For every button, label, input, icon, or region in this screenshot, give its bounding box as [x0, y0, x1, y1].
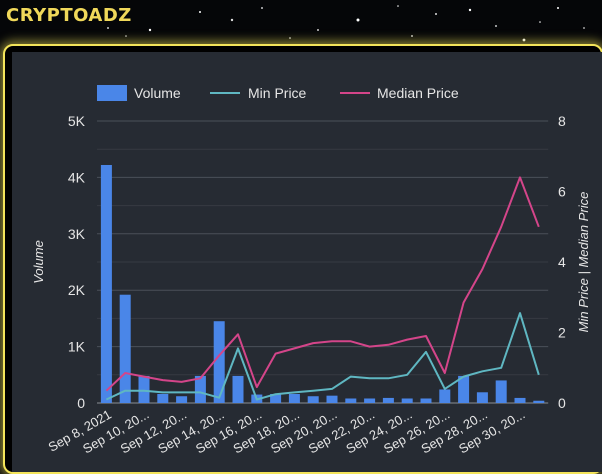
bar-volume: [533, 400, 545, 403]
bar-volume: [401, 398, 413, 403]
y-left-tick-label: 2K: [68, 282, 86, 298]
y-left-tick-label: 5K: [68, 113, 86, 129]
bar-volume: [326, 395, 338, 403]
line-min-price: [105, 312, 540, 401]
bar-volume: [100, 164, 112, 403]
y-left-tick-label: 0: [77, 395, 85, 411]
bar-volume: [288, 393, 300, 403]
y-left-tick-label: 4K: [68, 169, 86, 185]
bar-volume: [157, 393, 169, 403]
bar-volume: [439, 389, 451, 403]
bar-volume: [213, 321, 225, 403]
bar-volume: [138, 375, 150, 403]
bar-volume: [270, 393, 282, 403]
bar-volume: [420, 398, 432, 403]
legend-label-volume: Volume: [134, 85, 181, 101]
bar-volume: [458, 375, 470, 403]
y-left-axis-label: Volume: [31, 240, 46, 284]
y-left-tick-label: 1K: [68, 339, 86, 355]
y-right-axis-label: Min Price | Median Price: [576, 192, 591, 333]
legend-label-min-price: Min Price: [248, 85, 307, 101]
y-right-tick-label: 2: [558, 325, 566, 341]
bar-volume: [514, 397, 526, 403]
line-median-price: [105, 176, 540, 392]
y-right-tick-label: 8: [558, 113, 566, 129]
bar-volume: [345, 398, 357, 403]
bar-volume: [232, 375, 244, 403]
bar-volume: [364, 398, 376, 403]
y-right-tick-label: 4: [558, 254, 566, 270]
bar-volume: [119, 294, 131, 403]
bar-volume: [495, 380, 507, 403]
bar-volume: [176, 396, 188, 403]
bar-volume: [382, 397, 394, 403]
legend-swatch-volume: [97, 85, 127, 101]
legend-label-median-price: Median Price: [377, 85, 459, 101]
bar-volume: [307, 396, 319, 403]
y-right-tick-label: 0: [558, 395, 566, 411]
y-left-tick-label: 3K: [68, 226, 86, 242]
brand-title: CRYPTOADZ: [6, 5, 132, 26]
bar-volume: [194, 375, 206, 403]
y-right-tick-label: 6: [558, 184, 566, 200]
bar-volume: [476, 392, 488, 403]
